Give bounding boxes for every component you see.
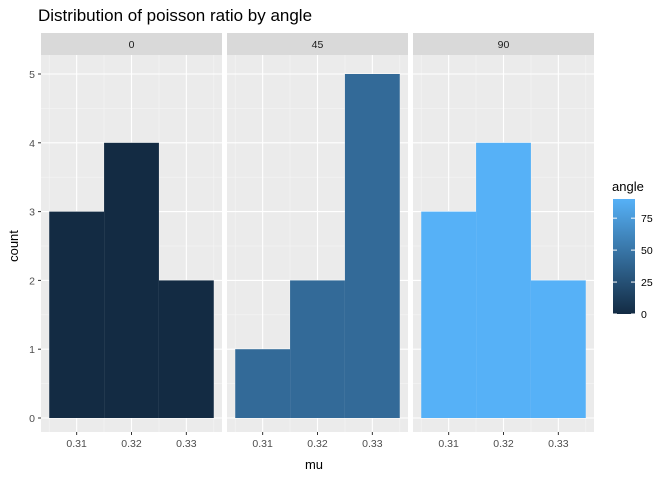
facet-panel-45: 45 0.31 0.32 0.33 [227, 33, 408, 450]
x-tick-label: 0.33 [176, 438, 197, 450]
bar [476, 142, 531, 419]
x-tick-label: 0.32 [493, 438, 514, 450]
legend-tick-label: 25 [641, 277, 653, 289]
bar [49, 211, 105, 418]
bar [235, 349, 291, 418]
bar [158, 280, 214, 418]
facet-strip-label: 90 [498, 39, 510, 51]
legend-tick-label: 50 [641, 245, 653, 257]
y-tick-label: 2 [29, 275, 35, 287]
bar [290, 280, 345, 418]
bar [421, 211, 477, 418]
legend-tick-label: 0 [641, 309, 647, 321]
legend-title: angle [612, 179, 644, 194]
y-tick-label: 0 [29, 413, 35, 425]
facet-strip [413, 33, 594, 55]
bar [104, 142, 159, 419]
y-tick-label: 4 [29, 138, 35, 150]
chart-title: Distribution of poisson ratio by angle [38, 6, 312, 25]
x-tick-label: 0.32 [307, 438, 328, 450]
y-tick-label: 1 [29, 344, 35, 356]
x-tick-label: 0.33 [362, 438, 383, 450]
facet-strip-label: 0 [129, 39, 135, 51]
x-tick-label: 0.32 [121, 438, 142, 450]
legend-colorbar [613, 199, 635, 314]
bar [344, 74, 400, 418]
x-axis-title: mu [305, 457, 323, 472]
x-tick-label: 0.31 [252, 438, 273, 450]
x-tick-label: 0.31 [66, 438, 87, 450]
facet-panel-90: 90 0.31 0.32 0.33 [413, 33, 594, 450]
y-tick-label: 5 [29, 69, 35, 81]
color-legend: angle 0 25 50 75 [612, 179, 653, 321]
legend-tick-label: 75 [641, 213, 653, 225]
y-tick-label: 3 [29, 207, 35, 219]
facet-strip [41, 33, 222, 55]
x-tick-label: 0.33 [548, 438, 569, 450]
facet-panel-0: 0 0.31 0.32 0.33 [41, 33, 222, 450]
facet-strip-label: 45 [312, 39, 324, 51]
facet-strip [227, 33, 408, 55]
bar [530, 280, 586, 418]
y-axis-title: count [6, 230, 21, 262]
x-tick-label: 0.31 [438, 438, 459, 450]
